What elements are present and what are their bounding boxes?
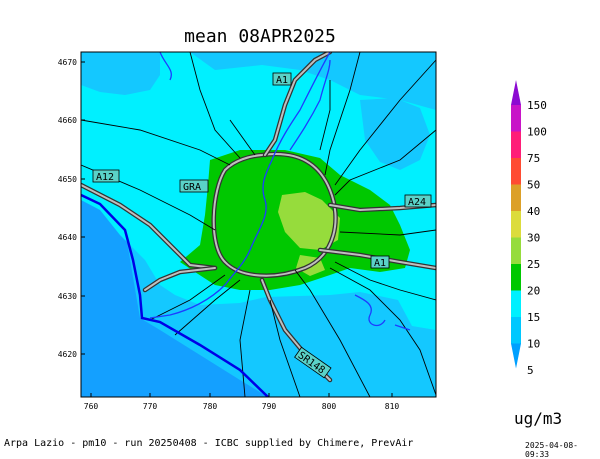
x-tick-label: 790 — [262, 402, 277, 411]
colorbar-segment — [511, 158, 521, 185]
road-label-gra: GRA — [179, 179, 209, 193]
svg-text:A12: A12 — [96, 172, 114, 183]
y-tick-label: 4650 — [58, 175, 77, 184]
y-tick-label: 4670 — [58, 58, 77, 67]
field-10-15-pocket — [81, 52, 160, 95]
colorbar-level-label: 50 — [527, 179, 540, 192]
y-tick-label: 4630 — [58, 292, 77, 301]
colorbar-segment — [511, 290, 521, 318]
y-axis: 4670 4660 4650 4640 4630 4620 — [58, 58, 85, 359]
colorbar-segment — [511, 184, 521, 212]
svg-text:A1: A1 — [374, 258, 386, 269]
y-tick-label: 4640 — [58, 233, 77, 242]
map-title: mean 08APR2025 — [184, 26, 336, 47]
colorbar-level-label: 40 — [527, 205, 540, 218]
x-tick-label: 810 — [385, 402, 400, 411]
y-tick-label: 4620 — [58, 350, 77, 359]
colorbar-level-label: 15 — [527, 311, 540, 324]
colorbar-level-label: 20 — [527, 285, 540, 298]
road-label-a1-south: A1 — [370, 255, 390, 269]
colorbar: 5 10 15 20 25 30 40 50 75 100 150 — [511, 80, 547, 377]
colorbar-segment — [511, 317, 521, 344]
svg-text:A24: A24 — [408, 197, 426, 208]
field-sea-5-10 — [81, 195, 268, 397]
colorbar-level-label: 10 — [527, 338, 540, 351]
svg-text:A1: A1 — [276, 75, 288, 86]
units-label: ug/m3 — [514, 409, 563, 428]
map-frame — [80, 51, 437, 398]
colorbar-segment — [511, 131, 521, 159]
colorbar-segment — [511, 264, 521, 291]
field-10-15-pocket-east — [360, 98, 430, 170]
x-axis: 760 770 780 790 800 810 — [84, 393, 400, 411]
svg-text:GRA: GRA — [183, 182, 201, 193]
colorbar-segment — [511, 237, 521, 265]
colorbar-level-label: 75 — [527, 152, 540, 165]
y-tick-label: 4660 — [58, 116, 77, 125]
colorbar-segment — [511, 105, 521, 132]
colorbar-level-label: 100 — [527, 126, 547, 139]
concentration-field — [81, 52, 436, 397]
x-tick-label: 770 — [143, 402, 158, 411]
colorbar-level-label: 150 — [527, 99, 547, 112]
x-tick-label: 780 — [203, 402, 218, 411]
field-25-30 — [278, 192, 340, 250]
road-label-a24: A24 — [404, 194, 432, 208]
colorbar-level-label: 5 — [527, 364, 534, 377]
colorbar-top-arrow — [511, 80, 521, 105]
colorbar-segment — [511, 211, 521, 238]
colorbar-level-label: 25 — [527, 258, 540, 271]
road-label-a12: A12 — [92, 169, 120, 183]
footer-credits: Arpa Lazio - pm10 - run 20250408 - ICBC … — [4, 438, 414, 449]
colorbar-bottom-arrow — [511, 343, 521, 369]
footer-timestamp: 2025-04-08-09:33 — [525, 441, 578, 459]
road-label-a1-north: A1 — [272, 72, 292, 86]
x-tick-label: 760 — [84, 402, 99, 411]
x-tick-label: 800 — [322, 402, 337, 411]
colorbar-level-label: 30 — [527, 232, 540, 245]
